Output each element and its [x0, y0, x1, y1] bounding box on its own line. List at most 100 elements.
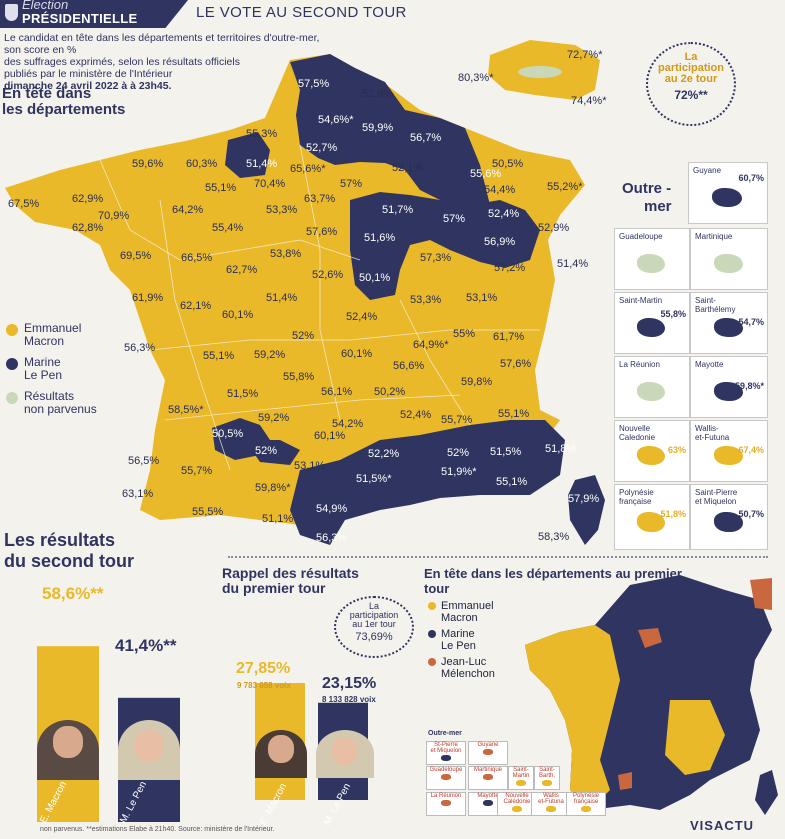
label-lepen-2nd: 41,4%** — [115, 636, 177, 655]
map-value: 57,5% — [298, 78, 330, 90]
map-value: 55,5% — [192, 506, 224, 518]
mini-outremer-name: Saint- Martin — [512, 767, 530, 779]
lead-heading-l1: En tête dans — [2, 85, 92, 102]
lead-heading: En tête dans les départements — [2, 86, 125, 118]
map-value: 52,1% — [392, 162, 424, 174]
map-value: 51,9%* — [441, 466, 477, 478]
outremer-name: Guyane — [693, 166, 722, 175]
map-value: 53,1% — [466, 292, 498, 304]
north-lepen — [290, 54, 490, 210]
participation1-l2: participation — [349, 610, 399, 620]
legend1-lepen-l2: Le Pen — [441, 640, 476, 652]
votes-macron-1st: 9 783 058 voix — [237, 681, 291, 690]
mini-outremer-shape — [483, 774, 493, 780]
map-value: 64,2% — [172, 204, 204, 216]
outremer-tile: Guadeloupe — [614, 228, 690, 290]
orne-lepen — [225, 132, 270, 178]
outremer-tile: Saint-Pierre et Miquelon 50,7% — [690, 484, 768, 550]
outremer-tile: Nouvelle Caledonie 63% — [614, 420, 690, 482]
intro-line-1: Le candidat en tête dans les département… — [4, 32, 320, 56]
outremer-value: 60,7% — [738, 173, 764, 183]
header-badge — [0, 0, 188, 28]
map-value: 59,9% — [362, 122, 394, 134]
map-value: 59,8% — [461, 376, 493, 388]
outremer-shape — [713, 446, 743, 466]
map-value: 56,1% — [321, 386, 353, 398]
mini-outremer-tile: Nouvelle Calédonie — [497, 792, 537, 816]
corsica-lepen — [568, 475, 605, 545]
map-value: 72,7%* — [567, 49, 603, 61]
mini-outremer-tile: Guadeloupe — [426, 766, 466, 790]
shield-icon — [5, 4, 18, 21]
map-value: 59,6% — [132, 158, 164, 170]
participation2-l3: au 2e tour — [664, 73, 718, 85]
east-lepen — [350, 192, 540, 300]
outremer-shape — [637, 318, 666, 338]
participation2-value: 72%** — [674, 88, 708, 102]
map-value: 60,3% — [186, 158, 218, 170]
mini-outremer-name: Guadeloupe — [429, 767, 463, 773]
mini-outremer-name: Nouvelle Calédonie — [503, 793, 531, 805]
legend-macron-l1: Emmanuel — [24, 321, 82, 335]
tarn-lepen — [245, 440, 300, 465]
macron-photo-2nd — [37, 720, 99, 780]
south-lepen — [290, 420, 565, 545]
map-value: 51,8% — [545, 443, 577, 455]
mini-outremer-tile: Wallis et-Futuna — [531, 792, 571, 816]
mini-outremer-shape — [483, 749, 493, 755]
mini-outremer-tile: Guyane — [468, 741, 508, 765]
map-value: 56,5% — [128, 455, 160, 467]
map-value: 70,4% — [254, 178, 286, 190]
mini-outremer-tile: Saint- Martin — [508, 766, 534, 790]
outremer-value: 51,8% — [660, 509, 686, 519]
legend1-macron-swatch — [428, 602, 436, 610]
participation2-l2: participation — [657, 62, 724, 74]
section-divider — [228, 556, 768, 558]
map-value: 50,1% — [359, 272, 391, 284]
label-lepen-1st: 23,15% — [322, 675, 377, 692]
first-map-melenchon-sw — [618, 772, 632, 790]
map-value: 52,9% — [538, 222, 570, 234]
map-value: 65,6%* — [290, 163, 326, 175]
mini-outremer-shape — [441, 774, 451, 780]
first-map-macron-west — [525, 625, 620, 810]
map-value: 53,3% — [410, 294, 442, 306]
outremer-name: Saint-Pierre et Miquelon — [695, 488, 738, 506]
map-value: 52% — [255, 445, 278, 457]
legend1-melenchon-swatch — [428, 658, 436, 666]
map-value: 55,7% — [181, 465, 213, 477]
map-value: 57,2% — [494, 262, 526, 274]
footer-note: non parvenus. **estimations Elabe à 21h4… — [40, 826, 275, 833]
map-value: 55,8% — [283, 371, 315, 383]
lepen-photo-1st — [316, 730, 374, 778]
map-value: 51,5%* — [356, 473, 392, 485]
first-map-melenchon-paris — [638, 628, 662, 648]
legend-macron-swatch — [6, 324, 18, 336]
first-map-macron-south — [665, 700, 725, 775]
intro-text: Le candidat en tête dans les département… — [4, 32, 324, 92]
map-value: 56,3% — [316, 532, 348, 544]
intro-line-2: des suffrages exprimés, selon les résult… — [4, 56, 240, 68]
legend-lepen-l1: Marine — [24, 355, 61, 369]
results-heading-l2: du second tour — [4, 551, 134, 571]
map-value: 51,7% — [382, 204, 414, 216]
map-value: 55,3% — [246, 128, 278, 140]
map-value: 58,5%* — [168, 404, 204, 416]
map-value: 57,9% — [568, 493, 600, 505]
outremer-tile: Saint- Barthélemy 54,7% — [690, 292, 768, 354]
map-value: 52,4% — [400, 409, 432, 421]
mini-outremer-name: La Réunion — [430, 793, 462, 799]
legend-lepen-swatch — [6, 358, 18, 370]
map-value: 57,6% — [306, 226, 338, 238]
outremer-value: 59,8%* — [734, 381, 764, 391]
map-value: 60,1% — [314, 430, 346, 442]
map-value: 51,4% — [246, 158, 278, 170]
map-value: 74,4%* — [571, 95, 607, 107]
outremer-heading-l1: Outre - — [622, 180, 672, 197]
map-value: 62,1% — [180, 300, 212, 312]
map-value: 56,6% — [393, 360, 425, 372]
badge-small-text: Élection — [22, 0, 69, 12]
map-value: 62,8% — [72, 222, 104, 234]
outremer-name: Saint-Martin — [619, 296, 663, 305]
results-heading-l1: Les résultats — [4, 530, 116, 550]
